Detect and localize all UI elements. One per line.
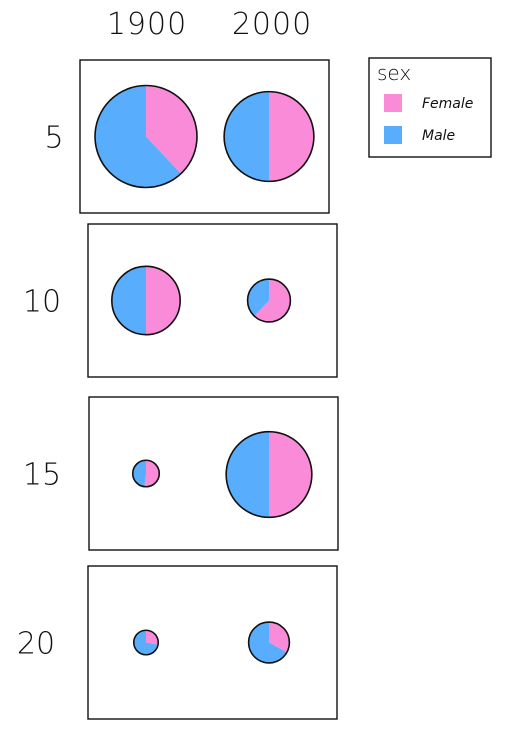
pie-10-1900-male-slice	[111, 266, 146, 335]
pie-10-2000-outline	[246, 278, 292, 323]
pie-5-2000-male-slice	[224, 91, 269, 182]
row-label-5: 5	[44, 121, 63, 156]
pie-15-2000-male-slice	[226, 431, 269, 518]
pie-20-1900-male-slice	[133, 630, 159, 655]
pie-20-1900-female-slice	[146, 630, 159, 645]
pie-5-1900-outline	[94, 84, 198, 189]
pie-15-2000-outline	[225, 430, 313, 519]
pie-15-1900-outline	[131, 459, 161, 488]
pie-20-2000-male-slice	[248, 622, 287, 663]
pie-20-2000-outline	[247, 621, 291, 664]
legend-label-female: Female	[422, 96, 473, 112]
row-label-10: 10	[23, 285, 61, 320]
pie-5-1900-male-slice	[95, 85, 181, 188]
pie-15-1900-female-slice	[144, 460, 160, 487]
pie-15-1900-male-slice	[132, 460, 146, 487]
legend-swatch-female	[384, 94, 402, 112]
pie-15-1900	[131, 459, 161, 488]
pie-10-1900-female-slice	[146, 266, 181, 335]
pie-10-2000	[246, 278, 292, 323]
legend-title: sex	[377, 61, 411, 85]
pie-10-2000-male-slice	[247, 279, 269, 317]
col-label-1900: 1900	[107, 7, 187, 42]
legend-label-male: Male	[422, 128, 455, 144]
pie-5-1900-female-slice	[146, 85, 197, 174]
row-label-20: 20	[17, 627, 55, 662]
pie-10-2000-female-slice	[254, 279, 291, 322]
col-label-2000: 2000	[232, 7, 312, 42]
pie-15-2000	[225, 430, 313, 519]
pie-5-2000	[223, 90, 315, 183]
pie-10-1900-outline	[111, 265, 181, 336]
pie-5-1900	[94, 84, 198, 189]
pie-10-1900	[111, 265, 181, 336]
pie-20-1900-outline	[132, 629, 160, 656]
legend: sex Female Male	[368, 57, 492, 158]
pie-5-2000-female-slice	[269, 91, 314, 182]
pie-5-2000-outline	[223, 90, 315, 183]
pie-15-2000-female-slice	[269, 431, 312, 518]
pie-20-1900	[132, 629, 160, 656]
legend-swatch-male	[384, 126, 402, 144]
facet-panel-20	[87, 565, 338, 720]
pie-20-2000	[247, 621, 291, 664]
row-label-15: 15	[23, 458, 61, 493]
